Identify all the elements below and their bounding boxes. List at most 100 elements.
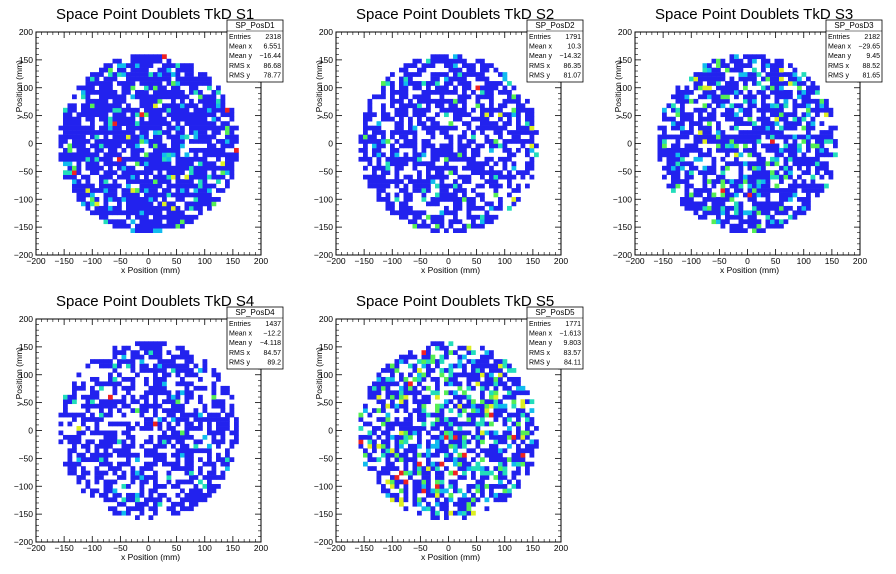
histogram-bin <box>130 381 136 387</box>
histogram-bin <box>779 67 784 73</box>
histogram-bin <box>381 448 386 454</box>
histogram-bin <box>671 174 676 180</box>
histogram-bin <box>225 112 230 118</box>
histogram-bin <box>507 385 512 391</box>
histogram-bin <box>828 130 834 135</box>
histogram-bin <box>471 376 476 382</box>
histogram-bin <box>471 67 476 73</box>
histogram-bin <box>162 363 167 369</box>
histogram-bin <box>783 125 789 131</box>
histogram-bin <box>421 403 427 409</box>
histogram-bin <box>408 417 413 422</box>
histogram-bin <box>457 183 463 189</box>
histogram-bin <box>693 139 699 144</box>
histogram-bin <box>689 98 694 104</box>
histogram-bin <box>103 81 109 86</box>
histogram-bin <box>225 156 230 162</box>
histogram-bin <box>139 210 145 216</box>
histogram-bin <box>108 174 113 180</box>
histogram-bin <box>792 192 798 198</box>
histogram-bin <box>752 76 757 82</box>
histogram-bin <box>390 85 395 91</box>
histogram-bin <box>166 192 172 198</box>
histogram-bin <box>198 98 203 104</box>
histogram-bin <box>358 426 364 431</box>
histogram-bin <box>788 192 793 198</box>
histogram-bin <box>189 214 194 220</box>
histogram-bin <box>502 112 508 118</box>
histogram-bin <box>489 448 494 454</box>
histogram-bin <box>376 385 382 391</box>
stats-row-label: RMS x <box>529 63 551 70</box>
histogram-bin <box>202 165 208 171</box>
histogram-bin <box>417 85 422 91</box>
histogram-bin <box>85 417 91 422</box>
histogram-bin <box>112 125 118 131</box>
histogram-bin <box>693 143 699 149</box>
histogram-bin <box>828 107 834 113</box>
histogram-bin <box>399 452 404 458</box>
histogram-bin <box>103 201 109 207</box>
histogram-bin <box>399 385 404 391</box>
histogram-bin <box>367 139 373 144</box>
histogram-bin <box>385 439 391 445</box>
histogram-bin <box>376 479 382 485</box>
histogram-bin <box>117 219 122 225</box>
histogram-bin <box>372 143 377 149</box>
histogram-bin <box>198 492 203 498</box>
histogram-bin <box>229 394 235 400</box>
histogram-bin <box>480 197 485 202</box>
histogram-bin <box>493 121 499 126</box>
histogram-bin <box>81 403 86 409</box>
histogram-bin <box>684 85 690 91</box>
histogram-bin <box>394 179 400 184</box>
histogram-bin <box>367 421 373 427</box>
histogram-bin <box>511 381 517 387</box>
histogram-bin <box>184 183 190 189</box>
histogram-bin <box>819 165 825 171</box>
histogram-bin <box>516 417 521 422</box>
histogram-bin <box>702 174 708 180</box>
histogram-bin <box>117 408 122 413</box>
stats-row-value: 81.07 <box>563 72 581 79</box>
histogram-bin <box>462 98 467 104</box>
histogram-bin <box>130 170 136 176</box>
histogram-bin <box>171 183 176 189</box>
stats-row-label: Mean y <box>828 53 851 60</box>
histogram-bin <box>462 492 467 498</box>
histogram-bin <box>225 121 230 126</box>
y-tick-label: 50 <box>623 111 633 121</box>
histogram-bin <box>720 98 726 104</box>
histogram-bin <box>94 475 100 480</box>
histogram-bin <box>175 121 181 126</box>
histogram-bin <box>385 183 391 189</box>
histogram-bin <box>435 497 440 503</box>
histogram-bin <box>189 434 194 440</box>
histogram-bin <box>175 501 181 507</box>
histogram-bin <box>435 443 440 449</box>
histogram-bin <box>72 139 77 144</box>
histogram-bin <box>198 156 203 162</box>
histogram-bin <box>189 470 194 476</box>
histogram-bin <box>157 210 163 216</box>
histogram-bin <box>381 466 386 471</box>
histogram-bin <box>435 156 440 162</box>
histogram-bin <box>112 139 118 144</box>
histogram-bin <box>738 152 744 158</box>
histogram-bin <box>783 165 789 171</box>
histogram-bin <box>666 161 672 167</box>
histogram-bin <box>471 363 476 369</box>
histogram-bin <box>108 89 113 95</box>
histogram-bin <box>103 452 109 458</box>
histogram-bin <box>390 134 395 140</box>
histogram-bin <box>462 197 467 202</box>
histogram-bin <box>444 156 449 162</box>
histogram-bin <box>130 81 136 86</box>
histogram-bin <box>761 98 766 104</box>
histogram-bin <box>412 103 418 109</box>
histogram-bin <box>112 89 118 95</box>
histogram-bin <box>792 121 798 126</box>
histogram-bin <box>747 197 753 202</box>
histogram-bin <box>421 152 427 158</box>
histogram-bin <box>63 147 68 153</box>
